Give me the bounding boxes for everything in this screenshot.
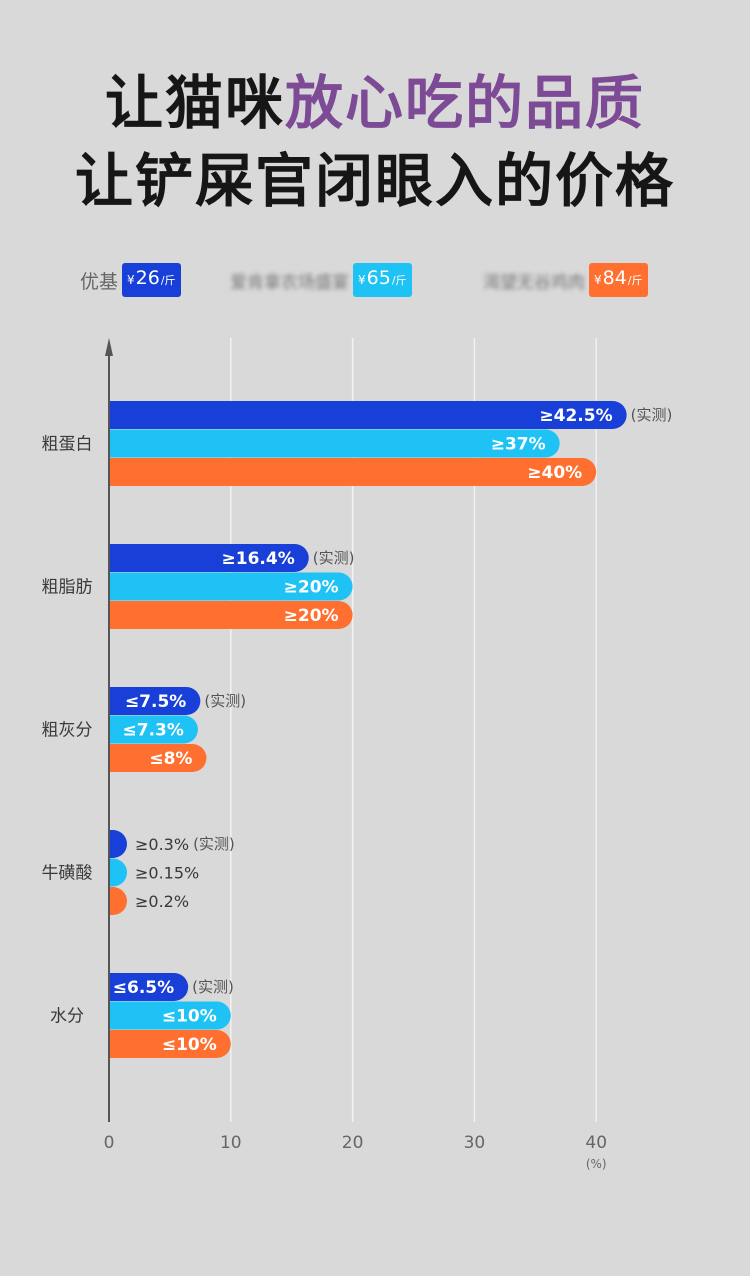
bar (109, 744, 207, 772)
x-tick-label: 30 (464, 1133, 486, 1153)
price-value: 26 (135, 267, 160, 289)
bar-value-label: ≥40% (527, 463, 582, 483)
bar-value-label: ≥42.5% (539, 406, 612, 426)
bar (109, 858, 128, 887)
legend-name: 优基 (80, 270, 119, 293)
headline-line-2: 让铲屎官闭眼入的价格 (74, 147, 675, 215)
bar-value-label: ≥20% (284, 606, 339, 626)
x-tick-label: 40 (585, 1133, 607, 1153)
price-value: 84 (602, 267, 627, 289)
bar (109, 887, 127, 915)
bar-value-label: ≥0.3% (135, 835, 189, 854)
measured-note: (实测) (204, 692, 246, 710)
bar-value-label: ≥20% (284, 578, 339, 598)
bar (109, 544, 309, 572)
x-tick-label: 10 (220, 1133, 242, 1153)
price-unit: /斤 (160, 274, 176, 287)
category-label: 粗脂肪 (42, 578, 93, 598)
price-value: 65 (366, 267, 391, 289)
measured-note: (实测) (631, 406, 673, 424)
bar (109, 401, 627, 429)
y-axis-arrow (105, 338, 113, 356)
bar-value-label: ≤8% (149, 749, 192, 769)
measured-note: (实测) (313, 549, 355, 567)
bar (109, 1001, 231, 1030)
legend-name: 渴望无谷鸡肉 (483, 272, 585, 293)
category-label: 粗蛋白 (42, 435, 93, 455)
price-badge: ¥26/斤 (122, 263, 181, 297)
legend-item-orijen: 渴望无谷鸡肉 ¥84/斤 (483, 262, 648, 298)
bar (109, 429, 560, 458)
bar (109, 458, 597, 486)
bar-value-label: ≤10% (162, 1035, 217, 1055)
category-label: 粗灰分 (42, 721, 93, 741)
bar (109, 1030, 231, 1058)
bar (109, 601, 353, 629)
bar-value-label: ≥37% (491, 435, 546, 455)
bar-value-label: ≥16.4% (222, 549, 295, 569)
bar (109, 973, 189, 1001)
bar (109, 572, 353, 601)
x-tick-label: 20 (342, 1133, 364, 1153)
category-label: 水分 (50, 1007, 84, 1027)
bar-value-label: ≤10% (162, 1007, 217, 1027)
legend-name: 爱肯拿农场盛宴 (230, 272, 349, 293)
headline-line-1: 让猫咪放心吃的品质 (0, 68, 750, 138)
headline-plain-text: 让猫咪 (104, 69, 285, 137)
yen-symbol: ¥ (358, 273, 366, 287)
yen-symbol: ¥ (127, 273, 135, 287)
legend-item-acana: 爱肯拿农场盛宴 ¥65/斤 (230, 262, 412, 298)
price-unit: /斤 (627, 274, 643, 287)
category-label: 牛磺酸 (42, 864, 93, 884)
bar (109, 687, 201, 715)
bar-value-label: ≥0.15% (135, 864, 199, 883)
bar-value-label: ≤6.5% (113, 978, 174, 998)
measured-note: (实测) (192, 978, 234, 996)
bar-value-label: ≥0.2% (135, 892, 189, 911)
x-tick-label: 0 (104, 1133, 115, 1153)
measured-note: (实测) (193, 835, 235, 853)
x-unit-label: (%) (586, 1157, 607, 1171)
legend-item-youji: 优基 ¥26/斤 (80, 262, 181, 298)
bar-value-label: ≤7.5% (125, 692, 186, 712)
price-unit: /斤 (391, 274, 407, 287)
bar (109, 715, 198, 744)
bar (109, 830, 127, 858)
headline-accent-text: 放心吃的品质 (285, 69, 646, 137)
price-badge: ¥84/斤 (589, 263, 648, 297)
yen-symbol: ¥ (594, 273, 602, 287)
price-badge: ¥65/斤 (353, 263, 412, 297)
bar-value-label: ≤7.3% (123, 721, 184, 741)
